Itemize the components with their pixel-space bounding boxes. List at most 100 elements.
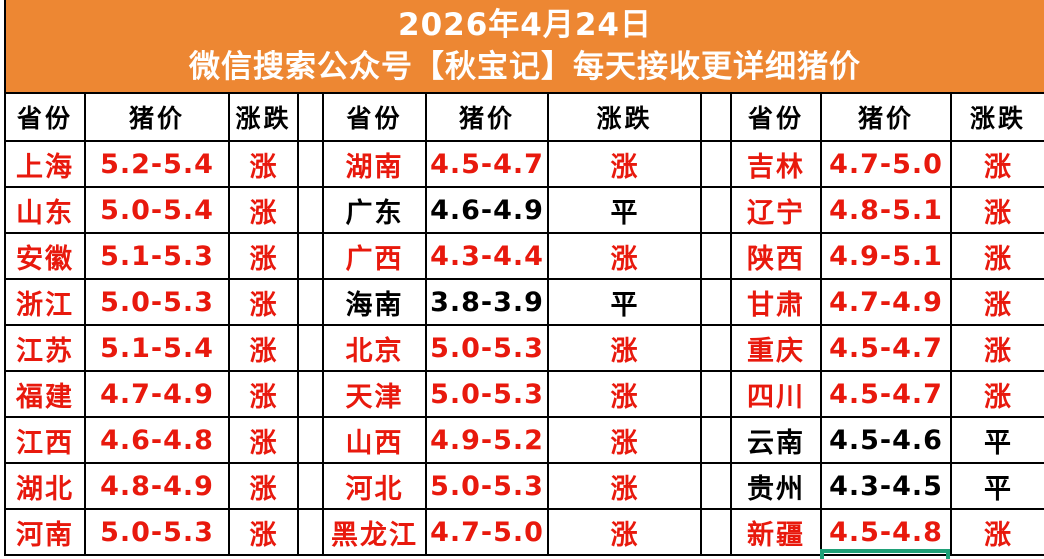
cell-trend: 涨 [228,278,299,326]
separator-cell [700,370,732,418]
cell-price: 4.3-4.4 [425,232,549,280]
cell-province: 河南 [4,508,86,556]
separator-cell [700,508,732,556]
col-header-trend: 涨跌 [228,92,299,142]
cell-price: 5.1-5.3 [84,232,230,280]
cell-trend: 涨 [950,508,1044,556]
cell-price: 4.9-5.2 [425,416,549,464]
table-header: 省份 猪价 涨跌 省份 猪价 涨跌 省份 猪价 涨跌 [4,92,1044,142]
cell-price: 5.0-5.3 [425,370,549,418]
cell-province: 辽宁 [730,186,822,234]
cell-price: 4.6-4.9 [425,186,549,234]
separator-cell [700,140,732,188]
cell-price: 4.7-5.0 [820,140,952,188]
cell-province: 浙江 [4,278,86,326]
col-header-province: 省份 [322,92,427,142]
table-row: 福建 4.7-4.9 涨天津 5.0-5.3 涨四川 4.5-4.7 涨 [4,370,1044,418]
cell-trend: 涨 [228,416,299,464]
table-row: 湖北 4.8-4.9 涨河北 5.0-5.3 涨贵州 4.3-4.5 平 [4,462,1044,510]
cell-province: 广东 [322,186,427,234]
cell-trend: 平 [547,278,702,326]
header-row: 省份 猪价 涨跌 省份 猪价 涨跌 省份 猪价 涨跌 [4,92,1044,142]
pig-price-table: 省份 猪价 涨跌 省份 猪价 涨跌 省份 猪价 涨跌 上海 5.2-5.4 涨湖南 4… [4,92,1044,556]
cell-trend: 涨 [228,462,299,510]
cell-province: 陕西 [730,232,822,280]
header-banner: 2026年4月24日 微信搜索公众号【秋宝记】每天接收更详细猪价 [4,0,1044,92]
cell-price: 4.3-4.5 [820,462,952,510]
cell-price: 4.9-5.1 [820,232,952,280]
cell-price: 4.5-4.7 [820,324,952,372]
col-header-price: 猪价 [84,92,230,142]
cell-price: 3.8-3.9 [425,278,549,326]
table-row: 上海 5.2-5.4 涨湖南 4.5-4.7 涨吉林 4.7-5.0 涨 [4,140,1044,188]
cell-price: 4.7-4.9 [84,370,230,418]
cell-province: 贵州 [730,462,822,510]
cell-province: 新疆 [730,508,822,556]
cell-province: 云南 [730,416,822,464]
separator-cell [297,92,324,142]
cell-trend: 涨 [950,140,1044,188]
cell-province: 湖北 [4,462,86,510]
cell-trend: 涨 [547,508,702,556]
table-row: 江苏 5.1-5.4 涨北京 5.0-5.3 涨重庆 4.5-4.7 涨 [4,324,1044,372]
table-row: 山东 5.0-5.4 涨广东 4.6-4.9 平辽宁 4.8-5.1 涨 [4,186,1044,234]
separator-cell [700,186,732,234]
cell-trend: 平 [547,186,702,234]
cell-price: 4.8-4.9 [84,462,230,510]
separator-cell [297,416,324,464]
cell-price: 4.5-4.7 [820,370,952,418]
cell-province: 天津 [322,370,427,418]
cell-price: 4.6-4.8 [84,416,230,464]
cell-price: 5.0-5.3 [84,508,230,556]
table-row: 浙江 5.0-5.3 涨海南 3.8-3.9 平甘肃 4.7-4.9 涨 [4,278,1044,326]
cell-price: 4.5-4.8 [820,508,952,556]
col-header-province: 省份 [730,92,822,142]
cell-trend: 涨 [950,370,1044,418]
table-row: 河南 5.0-5.3 涨黑龙江 4.7-5.0 涨新疆 4.5-4.8 涨 [4,508,1044,556]
cell-trend: 涨 [547,416,702,464]
cell-province: 黑龙江 [322,508,427,556]
separator-cell [700,278,732,326]
cell-province: 安徽 [4,232,86,280]
cell-province: 福建 [4,370,86,418]
cell-price: 4.8-5.1 [820,186,952,234]
separator-cell [297,324,324,372]
wechat-promo-subtitle: 微信搜索公众号【秋宝记】每天接收更详细猪价 [189,48,861,85]
table-row: 江西 4.6-4.8 涨山西 4.9-5.2 涨云南 4.5-4.6 平 [4,416,1044,464]
table-row: 安徽 5.1-5.3 涨广西 4.3-4.4 涨陕西 4.9-5.1 涨 [4,232,1044,280]
separator-cell [297,462,324,510]
cell-price: 4.5-4.7 [425,140,549,188]
cell-province: 广西 [322,232,427,280]
cell-province: 江苏 [4,324,86,372]
cell-trend: 涨 [547,370,702,418]
cell-trend: 涨 [228,140,299,188]
separator-cell [700,232,732,280]
cell-province: 四川 [730,370,822,418]
col-header-trend: 涨跌 [950,92,1044,142]
cell-province: 甘肃 [730,278,822,326]
cell-province: 重庆 [730,324,822,372]
spreadsheet-selection-outline [820,549,950,559]
separator-cell [297,278,324,326]
col-header-trend: 涨跌 [547,92,702,142]
separator-cell [297,232,324,280]
cell-province: 海南 [322,278,427,326]
separator-cell [700,416,732,464]
cell-province: 吉林 [730,140,822,188]
cell-price: 5.1-5.4 [84,324,230,372]
cell-province: 上海 [4,140,86,188]
separator-cell [297,508,324,556]
cell-price: 5.0-5.4 [84,186,230,234]
cell-trend: 涨 [228,324,299,372]
cell-price: 4.7-4.9 [820,278,952,326]
cell-trend: 涨 [547,324,702,372]
cell-trend: 涨 [228,232,299,280]
separator-cell [700,462,732,510]
cell-province: 山西 [322,416,427,464]
cell-trend: 涨 [950,324,1044,372]
cell-trend: 涨 [547,232,702,280]
cell-trend: 涨 [950,186,1044,234]
cell-price: 4.5-4.6 [820,416,952,464]
cell-price: 5.0-5.3 [84,278,230,326]
